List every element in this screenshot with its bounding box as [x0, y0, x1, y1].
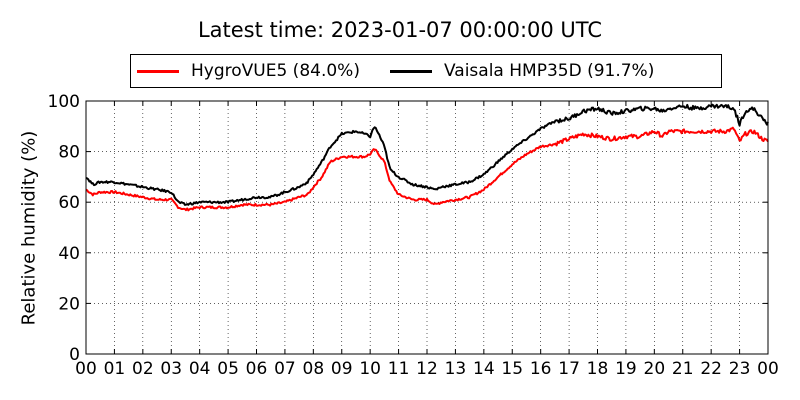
legend-swatch-vaisala: [389, 69, 432, 73]
y-tick-label: 60: [58, 193, 80, 213]
y-tick-label: 0: [69, 345, 80, 365]
x-tick-label: 20: [644, 359, 666, 379]
x-tick-label: 21: [672, 359, 694, 379]
x-tick-label: 19: [615, 359, 637, 379]
x-tick-label: 23: [729, 359, 751, 379]
x-tick-label: 18: [587, 359, 609, 379]
plot-frame: [85, 100, 769, 355]
x-tick-label: 13: [445, 359, 467, 379]
x-tick-label: 04: [189, 359, 211, 379]
x-tick-label: 08: [303, 359, 325, 379]
x-tick-label: 22: [700, 359, 722, 379]
x-tick-label: 14: [473, 359, 495, 379]
y-tick-label: 20: [58, 294, 80, 314]
chart-legend: HygroVUE5 (84.0%) Vaisala HMP35D (91.7%): [130, 54, 722, 88]
x-tick-label: 00: [757, 359, 779, 379]
x-tick-label: 01: [104, 359, 126, 379]
x-tick-label: 10: [359, 359, 381, 379]
chart-title: Latest time: 2023-01-07 00:00:00 UTC: [197, 18, 603, 42]
legend-swatch-hygrovue5: [137, 69, 179, 73]
x-tick-label: 05: [217, 359, 239, 379]
legend-item-hygrovue5: HygroVUE5 (84.0%): [137, 61, 360, 81]
x-tick-label: 16: [530, 359, 552, 379]
x-tick-label: 07: [274, 359, 296, 379]
legend-label-vaisala: Vaisala HMP35D (91.7%): [443, 61, 655, 81]
legend-label-hygrovue5: HygroVUE5 (84.0%): [191, 61, 360, 81]
series-line-vaisala: [85, 103, 769, 206]
legend-item-vaisala: Vaisala HMP35D (91.7%): [389, 61, 655, 81]
y-tick-label: 40: [58, 244, 80, 264]
x-tick-label: 06: [246, 359, 268, 379]
series-line-hygrovue5: [85, 126, 769, 212]
x-tick-label: 11: [388, 359, 410, 379]
x-tick-label: 15: [501, 359, 523, 379]
x-tick-label: 00: [75, 359, 97, 379]
x-tick-label: 03: [160, 359, 182, 379]
x-tick-label: 12: [416, 359, 438, 379]
y-tick-label: 100: [48, 92, 80, 112]
y-tick-label: 80: [58, 143, 80, 163]
x-tick-label: 17: [558, 359, 580, 379]
x-tick-label: 02: [132, 359, 154, 379]
x-tick-label: 09: [331, 359, 353, 379]
